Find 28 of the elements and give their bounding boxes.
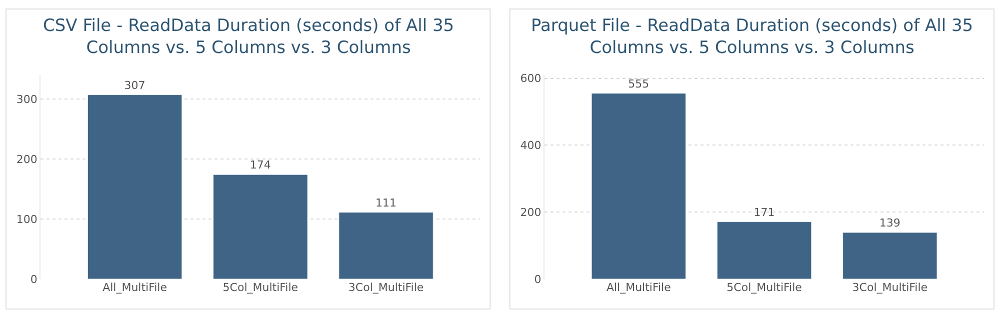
y-tick-label: 600 bbox=[520, 72, 542, 86]
y-tick-label: 200 bbox=[16, 152, 38, 166]
bar bbox=[842, 232, 938, 279]
data-label: 174 bbox=[250, 158, 271, 172]
x-tick-label: 3Col_MultiFile bbox=[348, 281, 424, 294]
x-tick-label: All_MultiFile bbox=[606, 281, 672, 294]
bar bbox=[716, 222, 812, 279]
bar bbox=[213, 174, 308, 279]
data-label: 555 bbox=[628, 77, 650, 90]
y-tick-label: 400 bbox=[520, 139, 542, 152]
data-label: 171 bbox=[754, 206, 775, 219]
y-tick-label: 200 bbox=[520, 206, 542, 219]
data-label: 307 bbox=[124, 78, 146, 92]
data-label: 111 bbox=[376, 196, 397, 210]
data-label: 139 bbox=[879, 216, 900, 230]
x-tick-label: All_MultiFile bbox=[102, 281, 168, 294]
y-tick-label: 0 bbox=[534, 272, 542, 286]
bar bbox=[591, 93, 686, 279]
bar bbox=[338, 212, 434, 279]
x-tick-label: 5Col_MultiFile bbox=[222, 281, 298, 294]
y-tick-label: 0 bbox=[30, 272, 38, 286]
y-tick-label: 100 bbox=[16, 212, 38, 226]
chart-title: Parquet File - ReadData Duration (seconds) of All 35 Columns vs. 5 Columns vs. 3 Columns bbox=[531, 16, 974, 58]
x-tick-label: 3Col_MultiFile bbox=[852, 281, 928, 294]
x-tick-label: 5Col_MultiFile bbox=[726, 281, 802, 294]
chart-title: CSV File - ReadData Duration (seconds) of All 35 Columns vs. 5 Columns vs. 3 Columns bbox=[43, 16, 454, 58]
y-tick-label: 300 bbox=[16, 92, 38, 106]
bar bbox=[87, 94, 182, 279]
